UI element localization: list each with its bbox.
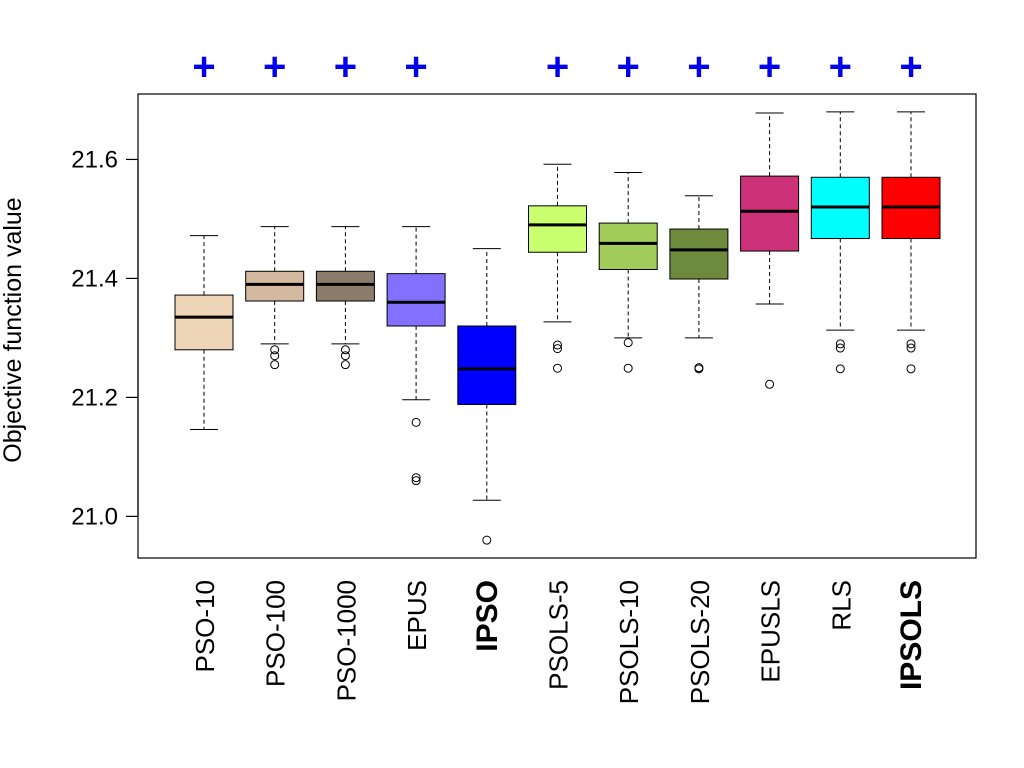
outlier-point bbox=[553, 363, 562, 373]
box-psols-20 bbox=[669, 195, 729, 374]
outlier-point bbox=[411, 476, 421, 486]
y-tick-label: 21.4 bbox=[71, 265, 118, 292]
outlier-point bbox=[340, 345, 350, 355]
x-category-label: IPSO bbox=[471, 580, 504, 652]
outlier-point bbox=[835, 339, 845, 349]
boxes-layer bbox=[174, 111, 941, 545]
x-category-label: IPSOLS bbox=[895, 580, 928, 690]
box-ipso bbox=[457, 248, 517, 545]
outlier-point bbox=[765, 379, 775, 389]
significance-plus: + bbox=[758, 45, 781, 89]
box-iqr bbox=[740, 175, 800, 252]
significance-plus: + bbox=[899, 45, 922, 89]
significance-plus: + bbox=[829, 45, 852, 89]
outlier-point bbox=[553, 344, 562, 354]
box-psols-10 bbox=[598, 172, 658, 373]
box-iqr bbox=[315, 270, 375, 302]
outlier-point bbox=[270, 360, 280, 370]
plot-frame bbox=[137, 93, 977, 559]
outlier-point bbox=[694, 364, 704, 374]
box-iqr bbox=[245, 270, 305, 302]
significance-plus: + bbox=[617, 45, 640, 89]
box-ipsols bbox=[881, 111, 941, 374]
box-pso-1000 bbox=[315, 226, 375, 370]
x-category-label: PSO-1000 bbox=[331, 580, 361, 701]
outlier-point bbox=[482, 535, 492, 545]
box-epus bbox=[386, 226, 446, 486]
significance-plus: + bbox=[404, 45, 427, 89]
box-iqr bbox=[174, 294, 234, 351]
box-pso-10 bbox=[174, 235, 234, 431]
box-epusls bbox=[740, 112, 800, 389]
y-axis: 21.0 21.2 21.4 21.6 bbox=[71, 146, 139, 530]
x-category-label: PSO-100 bbox=[261, 580, 291, 687]
x-category-label: EPUS bbox=[402, 580, 432, 651]
y-tick-label: 21.0 bbox=[71, 503, 118, 530]
box-iqr bbox=[669, 228, 729, 280]
outlier-point bbox=[906, 339, 916, 349]
outlier-point bbox=[270, 345, 280, 355]
x-category-label: PSOLS-5 bbox=[544, 580, 574, 690]
outlier-point bbox=[411, 473, 421, 483]
outlier-point bbox=[623, 363, 633, 373]
outlier-point bbox=[553, 340, 562, 350]
x-category-label: RLS bbox=[826, 580, 856, 631]
box-psols-5 bbox=[528, 163, 587, 373]
y-axis-title: Objective function value bbox=[0, 197, 27, 462]
x-category-label: PSOLS-10 bbox=[614, 580, 644, 704]
significance-plus: + bbox=[334, 45, 357, 89]
box-iqr bbox=[598, 222, 658, 270]
y-tick-label: 21.2 bbox=[71, 384, 118, 411]
outlier-point bbox=[835, 343, 845, 353]
outlier-point bbox=[340, 351, 350, 361]
box-iqr bbox=[386, 273, 446, 327]
outlier-point bbox=[411, 417, 421, 427]
significance-plus: + bbox=[263, 45, 286, 89]
outlier-point bbox=[835, 364, 845, 374]
x-axis-labels: PSO-10 PSO-100 PSO-1000 EPUS IPSO PSOLS-5 PSOL… bbox=[190, 580, 928, 704]
y-tick-label: 21.6 bbox=[71, 146, 118, 173]
outlier-point bbox=[270, 351, 280, 361]
box-pso-100 bbox=[245, 226, 305, 370]
box-iqr bbox=[528, 205, 587, 253]
outlier-point bbox=[340, 360, 350, 370]
significance-plus: + bbox=[687, 45, 710, 89]
outlier-point bbox=[623, 338, 633, 348]
box-rls bbox=[810, 111, 870, 374]
outlier-point bbox=[906, 364, 916, 374]
outlier-point bbox=[906, 343, 916, 353]
significance-plus: + bbox=[546, 45, 569, 89]
x-category-label: PSOLS-20 bbox=[685, 580, 715, 704]
significance-markers: + + + + + + + + + + bbox=[192, 45, 922, 89]
box-iqr bbox=[457, 325, 517, 406]
significance-plus: + bbox=[192, 45, 215, 89]
x-category-label: PSO-10 bbox=[190, 580, 220, 673]
x-category-label: EPUSLS bbox=[756, 580, 786, 683]
